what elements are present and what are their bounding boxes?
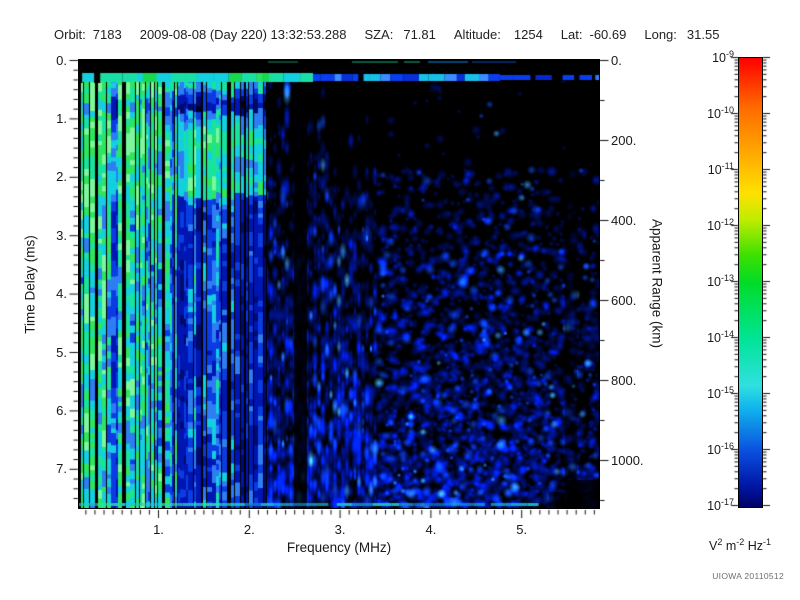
colorbar-tick-label: 10-17	[707, 497, 734, 514]
orbit-label: Orbit:	[54, 27, 86, 42]
orbit-value: 7183	[92, 27, 122, 42]
x-tick-label: 5.	[516, 522, 528, 537]
credit-annotation: UIOWA 20110512	[712, 571, 784, 581]
spectrogram-canvas	[79, 60, 599, 508]
y-tick-label: 0.	[56, 52, 67, 68]
colorbar-units-label: V2 m-2 Hz-1	[708, 537, 772, 554]
altitude-label: Altitude:	[453, 27, 501, 42]
colorbar-tick-label: 10-13	[707, 273, 734, 290]
sza-label: SZA:	[364, 27, 394, 42]
y-axis-title-right: Apparent Range (km)	[649, 218, 665, 349]
colorbar-tick-label: 10-15	[707, 385, 734, 402]
colorbar-tick-label: 10-16	[707, 441, 734, 458]
sza-value: 71.81	[403, 27, 436, 42]
y-tick-label: 2.	[56, 169, 67, 185]
y-tick-label: 5.	[56, 344, 67, 360]
long-value: 31.55	[686, 27, 720, 42]
colorbar-tick-label: 10-9	[712, 49, 734, 66]
x-axis-title: Frequency (MHz)	[286, 540, 392, 555]
y-tick-label: 4.	[56, 286, 67, 302]
y-tick-label: 3.	[56, 227, 67, 243]
long-label: Long:	[644, 27, 677, 42]
altitude-value: 1254	[513, 27, 543, 42]
y-tick-label: 6.	[56, 402, 67, 418]
colorbar	[738, 57, 763, 508]
range-tick-label: 400.	[611, 212, 637, 228]
range-tick-label: 200.	[611, 132, 637, 148]
range-tick-label: 0.	[611, 52, 622, 68]
header-info: Orbit: 7183 2009-08-08 (Day 220) 13:32:53.…	[54, 27, 719, 42]
y-tick-label: 7.	[56, 461, 67, 477]
datetime-value: 2009-08-08 (Day 220) 13:32:53.288	[139, 27, 347, 42]
colorbar-tick-label: 10-12	[707, 217, 734, 234]
colorbar-tick-label: 10-10	[707, 105, 734, 122]
x-tick-label: 4.	[425, 522, 437, 537]
x-tick-label: 1.	[153, 522, 164, 537]
spectrogram-plot-area	[78, 59, 600, 509]
x-tick-label: 3.	[334, 522, 346, 537]
lat-value: -60.69	[589, 27, 627, 42]
range-tick-label: 1000.	[611, 452, 644, 468]
lat-label: Lat:	[560, 27, 583, 42]
colorbar-tick-label: 10-11	[707, 161, 734, 178]
y-tick-label: 1.	[56, 110, 67, 126]
colorbar-tick-label: 10-14	[707, 329, 734, 346]
range-tick-label: 800.	[611, 372, 637, 388]
range-tick-label: 600.	[611, 292, 637, 308]
x-tick-label: 2.	[243, 522, 255, 537]
